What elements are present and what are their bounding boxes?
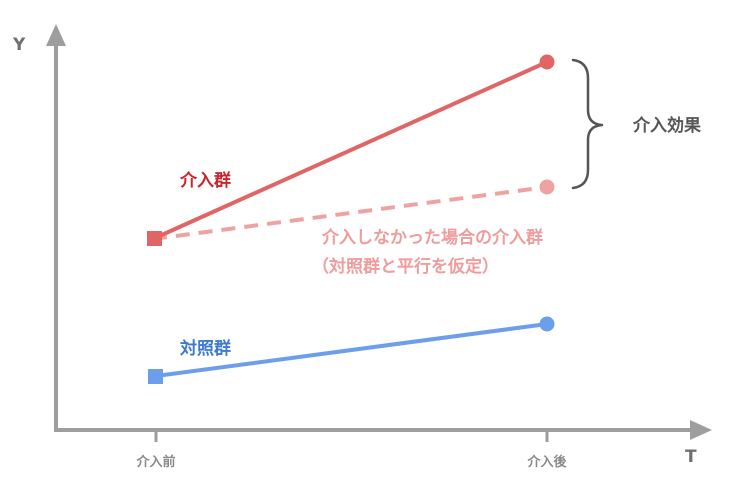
treatment-line xyxy=(154,60,548,240)
control-label: 対照群 xyxy=(179,338,231,359)
control-start-marker xyxy=(148,369,163,384)
y-axis-label: Y xyxy=(12,35,26,55)
treatment-end-point xyxy=(539,54,555,70)
counterfactual-label-line2: （対照群と平行を仮定） xyxy=(312,256,499,277)
counterfactual-line xyxy=(152,185,548,241)
treatment-label: 介入群 xyxy=(179,170,231,191)
effect-label: 介入効果 xyxy=(632,115,701,136)
counterfactual-label-line1: 介入しなかった場合の介入群 xyxy=(321,227,543,248)
effect-brace xyxy=(571,58,604,190)
x-axis-label: T xyxy=(685,447,697,467)
y-axis-arrowhead xyxy=(46,24,66,46)
tick-label-after: 介入後 xyxy=(526,454,567,470)
x-axis-arrowhead xyxy=(690,420,712,440)
treatment-start-marker xyxy=(147,231,162,246)
tick-label-before: 介入前 xyxy=(135,454,175,470)
control-line xyxy=(155,322,548,378)
counterfactual-point xyxy=(539,179,555,195)
control-end-point xyxy=(539,316,555,332)
